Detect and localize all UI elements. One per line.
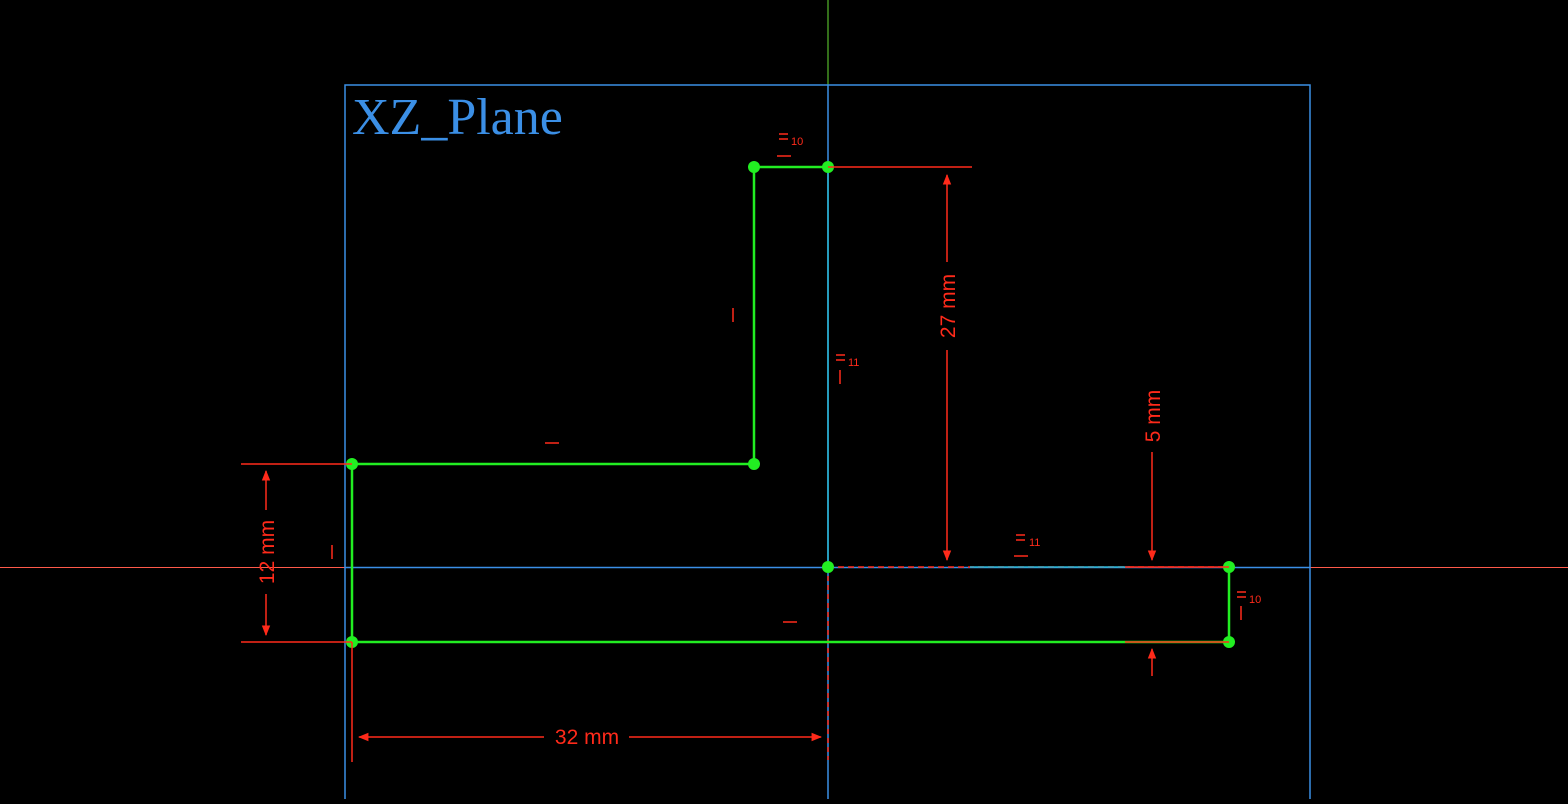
equal-constraint-icon[interactable]: 10 — [777, 133, 803, 157]
dimension-label[interactable]: 32 mm — [555, 726, 619, 749]
vertex[interactable] — [822, 561, 834, 573]
equal-constraint-icon[interactable]: 11 — [1014, 534, 1040, 557]
dimension-12mm[interactable]: 12 mm — [241, 463, 352, 643]
sketch-vertices[interactable] — [346, 161, 1235, 648]
constraint-index: 10 — [1249, 594, 1261, 606]
constraint-index: 11 — [848, 357, 859, 369]
vertex[interactable] — [748, 161, 760, 173]
sketch-profile[interactable] — [350, 165, 1231, 644]
dimension-5mm[interactable]: 5 mm — [1125, 390, 1229, 676]
equal-constraint-icon[interactable]: 11 — [836, 354, 859, 384]
constraint-index: 10 — [791, 136, 803, 148]
constraint-index: 11 — [1029, 537, 1040, 549]
equal-constraint-icon[interactable]: 10 — [1237, 591, 1261, 620]
dimension-label[interactable]: 27 mm — [937, 274, 960, 338]
dimension-32mm[interactable]: 32 mm — [351, 642, 823, 762]
vertex[interactable] — [748, 458, 760, 470]
dimension-label[interactable]: 12 mm — [256, 520, 279, 584]
plane-label: XZ_Plane — [352, 89, 563, 146]
dimension-label[interactable]: 5 mm — [1142, 390, 1165, 443]
dimension-27mm[interactable]: 27 mm — [828, 166, 972, 562]
